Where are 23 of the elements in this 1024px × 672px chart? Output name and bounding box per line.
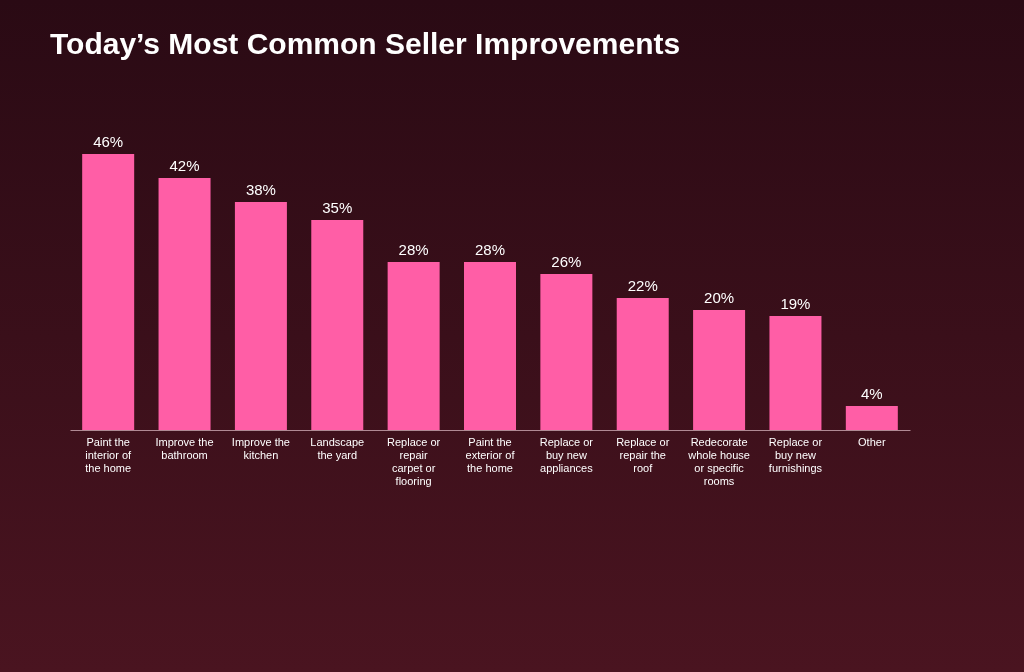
x-tick-label: Replace or repair carpet or flooring xyxy=(387,435,441,487)
x-tick-label: Landscape the yard xyxy=(310,435,365,461)
x-tick-label: Paint the exterior of the home xyxy=(465,435,516,474)
data-label: 22% xyxy=(627,277,658,294)
data-label: 28% xyxy=(398,241,429,258)
x-tick-label: Replace or buy new appliances xyxy=(539,435,594,474)
data-label: 38% xyxy=(245,181,276,198)
x-tick-label: Replace or repair the roof xyxy=(616,435,670,474)
data-label: 46% xyxy=(93,133,124,150)
x-tick-label: Improve the kitchen xyxy=(231,435,290,461)
data-label: 42% xyxy=(169,157,200,174)
data-label: 20% xyxy=(704,289,735,306)
x-tick-label: Paint the interior of the home xyxy=(85,435,133,474)
x-tick-label: Replace or buy new furnishings xyxy=(768,435,823,474)
data-label: 35% xyxy=(322,199,353,216)
x-tick-label: Improve the bathroom xyxy=(155,435,214,461)
data-label: 4% xyxy=(860,385,883,402)
x-tick-label: Redecorate whole house or specific rooms xyxy=(687,435,750,487)
data-label: 26% xyxy=(551,253,582,270)
x-tick-label: Other xyxy=(858,435,886,448)
chart-title: Today’s Most Common Seller Improvements xyxy=(50,27,681,60)
data-label: 28% xyxy=(474,241,506,258)
data-label: 19% xyxy=(780,295,811,312)
